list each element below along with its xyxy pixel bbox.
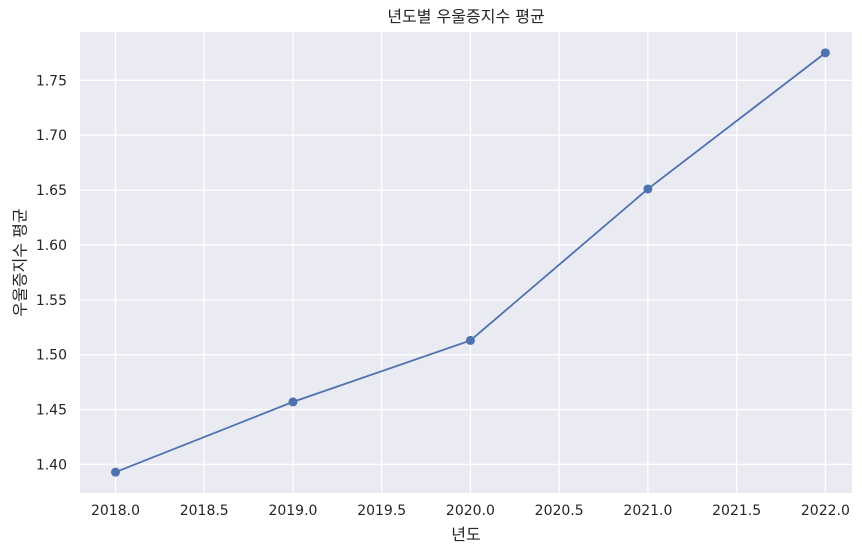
y-tick-label: 1.40: [36, 457, 67, 473]
x-tick-label: 2020.5: [535, 503, 584, 519]
x-tick-label: 2018.0: [91, 503, 140, 519]
x-tick-label: 2021.0: [623, 503, 672, 519]
x-tick-label: 2021.5: [712, 503, 761, 519]
x-tick-label: 2020.0: [446, 503, 495, 519]
y-tick-label: 1.65: [36, 183, 67, 199]
x-tick-label: 2019.5: [357, 503, 406, 519]
data-point: [465, 335, 475, 345]
y-tick-labels: 1.40 1.45 1.50 1.55 1.60 1.65 1.70 1.75: [36, 73, 67, 473]
y-tick-label: 1.55: [36, 293, 67, 309]
x-tick-label: 2018.5: [180, 503, 229, 519]
y-tick-label: 1.60: [36, 238, 67, 254]
data-point: [820, 48, 830, 58]
data-point: [110, 467, 120, 477]
y-gridlines: [80, 79, 852, 466]
series-layer: [110, 48, 830, 477]
y-tick-label: 1.75: [36, 73, 67, 89]
y-axis-title: 우울증지수 평균: [11, 208, 30, 316]
x-tick-label: 2019.0: [268, 503, 317, 519]
x-tick-labels: 2018.0 2018.5 2019.0 2019.5 2020.0 2020.5 2021…: [91, 503, 850, 519]
data-point: [643, 184, 653, 194]
y-tick-label: 1.70: [36, 128, 67, 144]
data-point: [288, 397, 298, 407]
x-tick-label: 2022.0: [801, 503, 850, 519]
chart-title: 년도별 우울증지수 평균: [387, 7, 544, 26]
x-gridlines: [114, 32, 827, 493]
y-tick-label: 1.45: [36, 403, 67, 419]
plot-area: [80, 32, 852, 493]
x-axis-title: 년도: [451, 525, 480, 544]
y-tick-label: 1.50: [36, 348, 67, 364]
